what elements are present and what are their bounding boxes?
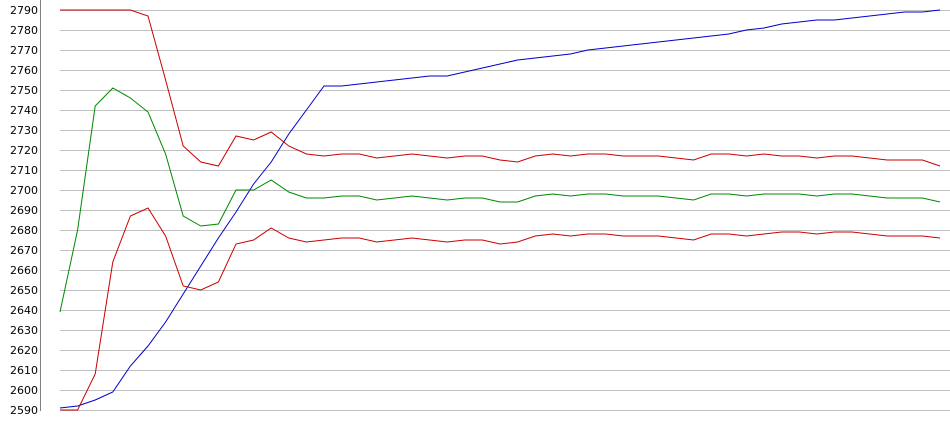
y-tick-label: 2770 [10,44,38,57]
y-tick-label: 2670 [10,244,38,257]
y-tick-label: 2650 [10,284,38,297]
series-line-4 [60,207,941,411]
y-tick-label: 2720 [10,144,38,157]
y-tick-label: 2750 [10,84,38,97]
y-tick-label: 2680 [10,224,38,237]
y-axis-tick-labels: 2590 2600 2610 2620 2630 2640 2650 2660 2670 2680… [10,4,38,417]
series-line-1 [59,9,941,409]
y-tick-label: 2630 [10,324,38,337]
y-tick-label: 2690 [10,204,38,217]
y-tick-label: 2780 [10,24,38,37]
series-line-2 [60,9,941,167]
y-tick-label: 2740 [10,104,38,117]
y-tick-label: 2760 [10,64,38,77]
y-tick-label: 2710 [10,164,38,177]
y-tick-label: 2610 [10,364,38,377]
grid [60,10,950,411]
y-tick-label: 2700 [10,184,38,197]
y-tick-label: 2620 [10,344,38,357]
y-tick-label: 2640 [10,304,38,317]
y-tick-label: 2590 [10,404,38,417]
y-tick-label: 2790 [10,4,38,17]
y-tick-label: 2730 [10,124,38,137]
series-lines [59,9,941,411]
series-line-3 [59,87,941,313]
y-tick-label: 2660 [10,264,38,277]
y-tick-label: 2600 [10,384,38,397]
